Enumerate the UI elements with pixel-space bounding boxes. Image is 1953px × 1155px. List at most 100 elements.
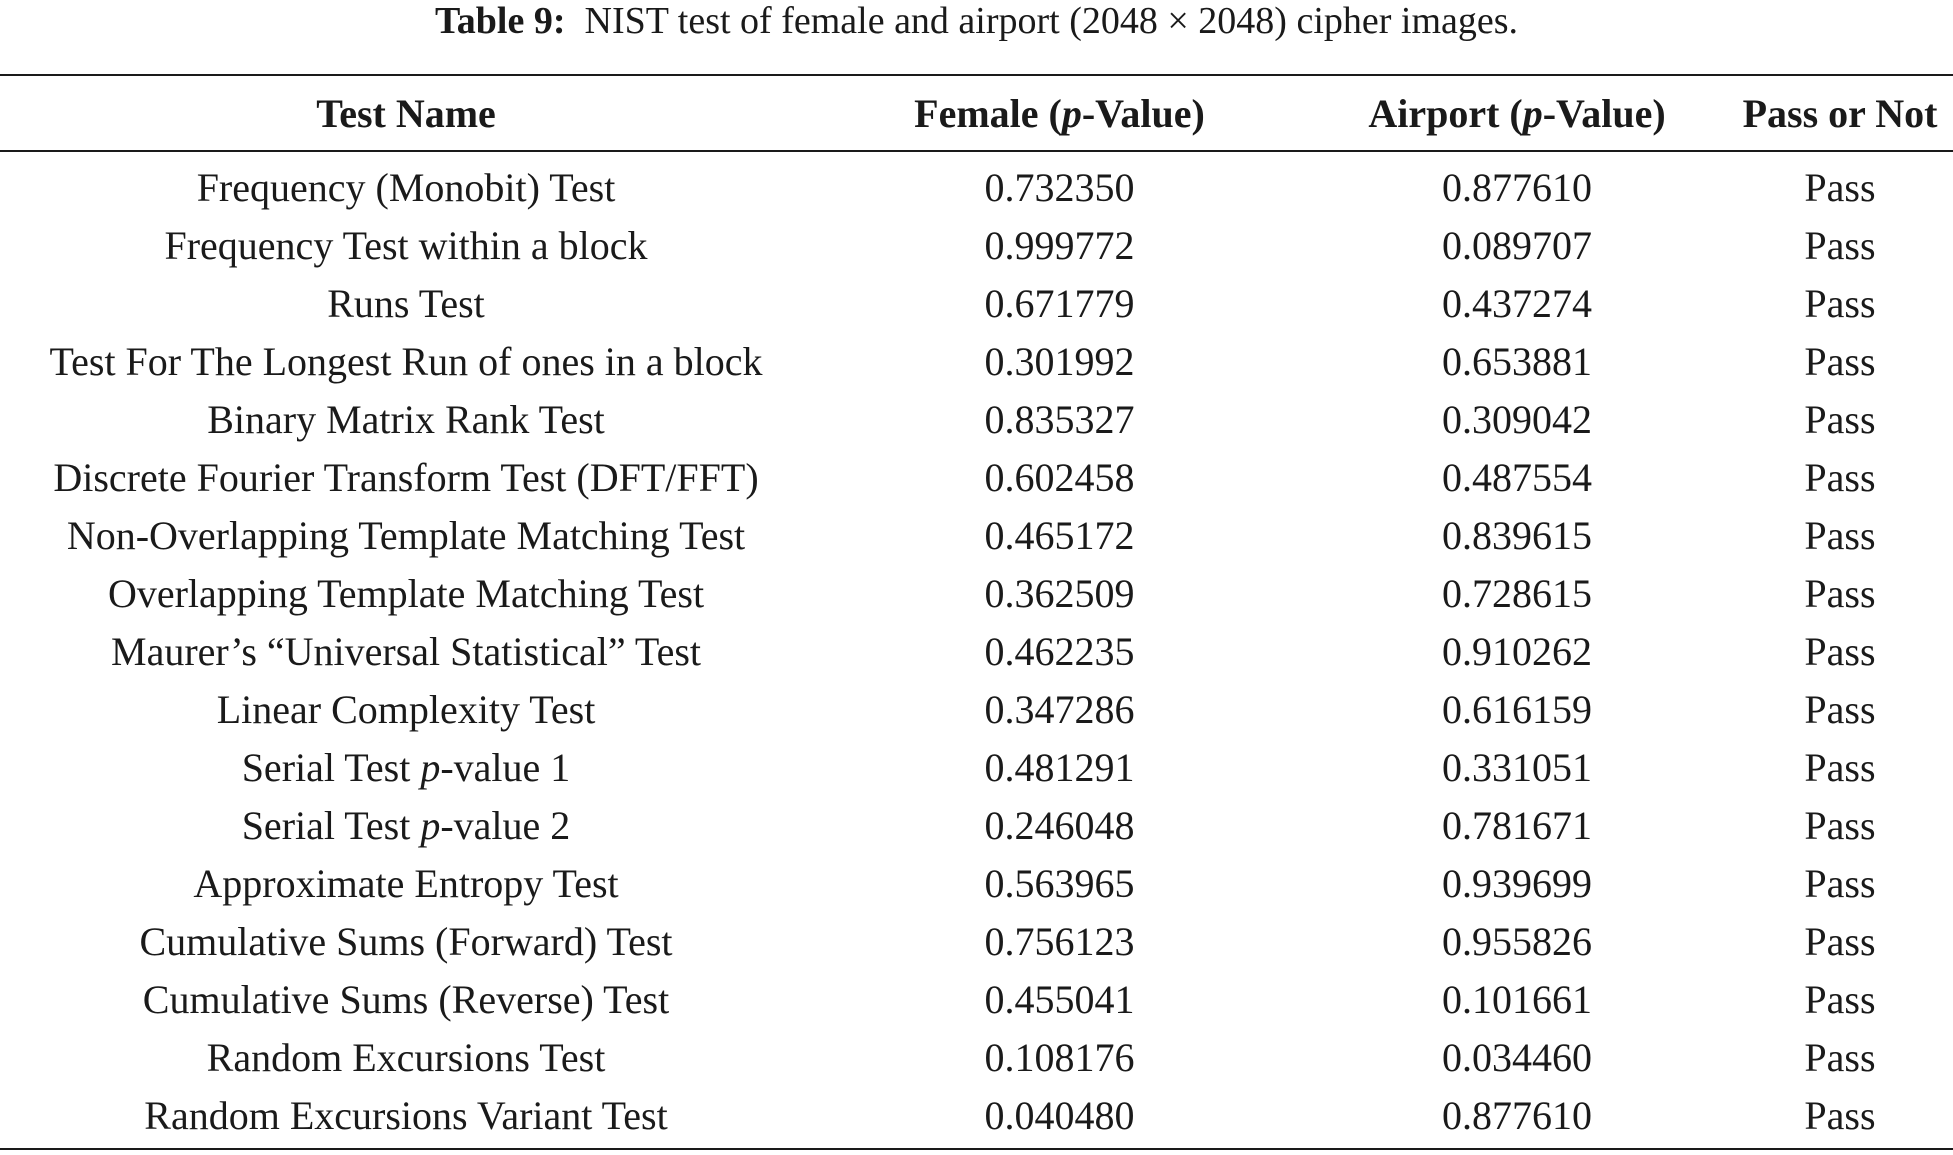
- test-name-cell: Overlapping Template Matching Test: [0, 564, 812, 622]
- header-text: Test Name: [316, 90, 496, 136]
- airport-p-value-cell: 0.309042: [1442, 396, 1592, 442]
- female-p-value-cell: 0.671779: [984, 280, 1135, 326]
- female-p-value-cell: 0.040480: [984, 1092, 1135, 1138]
- table-header-row: Test Name Female (p-Value) Airport (p-Valu…: [0, 75, 1953, 151]
- test-name-text: Frequency Test within a block: [164, 222, 648, 268]
- test-name-text: Serial Test: [241, 744, 421, 790]
- test-name-cell: Random Excursions Variant Test: [0, 1086, 812, 1149]
- airport-p-value-cell: 0.839615: [1442, 512, 1592, 558]
- pass-result-cell: Pass: [1804, 628, 1876, 674]
- table-row: Serial Test p-value 1 0.481291 0.331051 Pas…: [0, 738, 1953, 796]
- female-p-value-cell: 0.465172: [984, 512, 1135, 558]
- table-row: Discrete Fourier Transform Test (DFT/FFT…: [0, 448, 1953, 506]
- table-row: Binary Matrix Rank Test 0.835327 0.309042 P…: [0, 390, 1953, 448]
- caption-label: Table 9:: [434, 0, 566, 42]
- pass-result-cell: Pass: [1804, 512, 1876, 558]
- table-row: Linear Complexity Test 0.347286 0.616159 Pa…: [0, 680, 1953, 738]
- test-name-text: Cumulative Sums (Forward) Test: [139, 918, 673, 964]
- pass-result-cell: Pass: [1804, 918, 1876, 964]
- test-name-italic-symbol: p: [420, 802, 441, 848]
- header-pass-or-not: Pass or Not: [1727, 75, 1953, 151]
- female-p-value-cell: 0.455041: [984, 976, 1135, 1022]
- nist-results-table: Test Name Female (p-Value) Airport (p-Valu…: [0, 74, 1953, 1150]
- female-p-value-cell: 0.756123: [984, 918, 1135, 964]
- table-row: Serial Test p-value 2 0.246048 0.781671 Pas…: [0, 796, 1953, 854]
- table-row: Test For The Longest Run of ones in a bl…: [0, 332, 1953, 390]
- table-body: Frequency (Monobit) Test 0.732350 0.877610…: [0, 151, 1953, 1149]
- female-p-value-cell: 0.462235: [984, 628, 1135, 674]
- test-name-cell: Frequency Test within a block: [0, 216, 812, 274]
- female-p-value-cell: 0.246048: [984, 802, 1135, 848]
- pass-result-cell: Pass: [1804, 860, 1876, 906]
- test-name-text: Binary Matrix Rank Test: [207, 396, 605, 442]
- test-name-text: Frequency (Monobit) Test: [196, 164, 616, 210]
- pass-result-cell: Pass: [1804, 454, 1876, 500]
- pass-result-cell: Pass: [1804, 280, 1876, 326]
- airport-p-value-cell: 0.939699: [1442, 860, 1592, 906]
- test-name-text: Test For The Longest Run of ones in a bl…: [49, 338, 763, 384]
- female-p-value-cell: 0.835327: [984, 396, 1135, 442]
- table-row: Cumulative Sums (Reverse) Test 0.455041 0.…: [0, 970, 1953, 1028]
- airport-p-value-cell: 0.101661: [1442, 976, 1592, 1022]
- test-name-text: Discrete Fourier Transform Test (DFT/FFT…: [53, 454, 759, 500]
- airport-p-value-cell: 0.437274: [1442, 280, 1592, 326]
- header-italic-symbol: p: [1061, 90, 1082, 136]
- female-p-value-cell: 0.602458: [984, 454, 1135, 500]
- female-p-value-cell: 0.301992: [984, 338, 1135, 384]
- airport-p-value-cell: 0.955826: [1442, 918, 1592, 964]
- header-test-name: Test Name: [0, 75, 812, 151]
- caption-text: NIST test of female and airport (2048 × …: [584, 0, 1519, 42]
- test-name-cell: Serial Test p-value 2: [0, 796, 812, 854]
- test-name-cell: Cumulative Sums (Forward) Test: [0, 912, 812, 970]
- header-text: Female (: [914, 90, 1062, 136]
- table-row: Random Excursions Variant Test 0.040480 0.…: [0, 1086, 1953, 1149]
- test-name-text: Cumulative Sums (Reverse) Test: [142, 976, 670, 1022]
- table-row: Non-Overlapping Template Matching Test 0.…: [0, 506, 1953, 564]
- pass-result-cell: Pass: [1804, 802, 1876, 848]
- table-row: Random Excursions Test 0.108176 0.034460 Pa…: [0, 1028, 1953, 1086]
- airport-p-value-cell: 0.616159: [1442, 686, 1592, 732]
- test-name-text: Overlapping Template Matching Test: [107, 570, 705, 616]
- test-name-cell: Non-Overlapping Template Matching Test: [0, 506, 812, 564]
- test-name-cell: Test For The Longest Run of ones in a bl…: [0, 332, 812, 390]
- test-name-cell: Random Excursions Test: [0, 1028, 812, 1086]
- pass-result-cell: Pass: [1804, 338, 1876, 384]
- airport-p-value-cell: 0.910262: [1442, 628, 1592, 674]
- airport-p-value-cell: 0.877610: [1442, 164, 1592, 210]
- test-name-text: Approximate Entropy Test: [193, 860, 619, 906]
- female-p-value-cell: 0.481291: [984, 744, 1135, 790]
- test-name-text: Runs Test: [327, 280, 485, 326]
- airport-p-value-cell: 0.331051: [1442, 744, 1592, 790]
- table-row: Cumulative Sums (Forward) Test 0.756123 0.…: [0, 912, 1953, 970]
- female-p-value-cell: 0.362509: [984, 570, 1135, 616]
- test-name-cell: Discrete Fourier Transform Test (DFT/FFT…: [0, 448, 812, 506]
- header-text-suffix: -Value): [1081, 90, 1205, 136]
- airport-p-value-cell: 0.653881: [1442, 338, 1592, 384]
- header-text-suffix: -Value): [1542, 90, 1666, 136]
- table-caption: Table 9: NIST test of female and airport…: [0, 0, 1953, 42]
- female-p-value-cell: 0.999772: [984, 222, 1135, 268]
- pass-result-cell: Pass: [1804, 570, 1876, 616]
- pass-result-cell: Pass: [1804, 744, 1876, 790]
- pass-result-cell: Pass: [1804, 222, 1876, 268]
- table-row: Overlapping Template Matching Test 0.3625…: [0, 564, 1953, 622]
- pass-result-cell: Pass: [1804, 976, 1876, 1022]
- header-text: Pass or Not: [1742, 90, 1938, 136]
- header-text: Airport (: [1368, 90, 1523, 136]
- airport-p-value-cell: 0.034460: [1442, 1034, 1592, 1080]
- test-name-text: Maurer’s “Universal Statistical” Test: [111, 628, 701, 674]
- test-name-cell: Maurer’s “Universal Statistical” Test: [0, 622, 812, 680]
- header-airport-p-value: Airport (p-Value): [1307, 75, 1727, 151]
- test-name-text: Random Excursions Variant Test: [144, 1092, 668, 1138]
- pass-result-cell: Pass: [1804, 686, 1876, 732]
- table-row: Frequency Test within a block 0.999772 0.0…: [0, 216, 1953, 274]
- female-p-value-cell: 0.347286: [984, 686, 1135, 732]
- female-p-value-cell: 0.732350: [984, 164, 1135, 210]
- test-name-cell: Serial Test p-value 1: [0, 738, 812, 796]
- pass-result-cell: Pass: [1804, 396, 1876, 442]
- test-name-cell: Frequency (Monobit) Test: [0, 151, 812, 216]
- test-name-cell: Cumulative Sums (Reverse) Test: [0, 970, 812, 1028]
- test-name-italic-symbol: p: [420, 744, 441, 790]
- header-italic-symbol: p: [1522, 90, 1543, 136]
- table-row: Maurer’s “Universal Statistical” Test 0.4…: [0, 622, 1953, 680]
